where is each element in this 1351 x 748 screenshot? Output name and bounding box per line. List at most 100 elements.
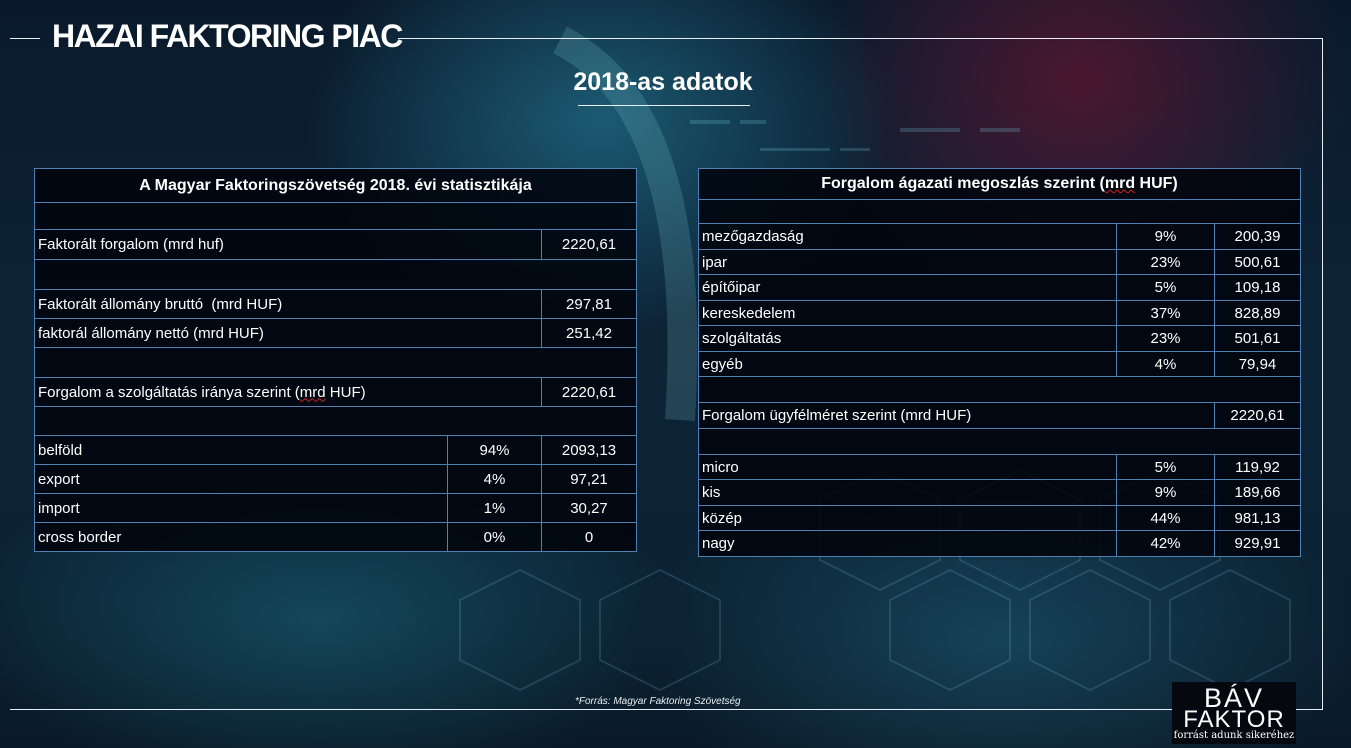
spacer-row bbox=[34, 406, 637, 436]
table-row: Faktorált forgalom (mrd huf) 2220,61 bbox=[34, 229, 637, 260]
row-value: 109,18 bbox=[1214, 274, 1301, 301]
table-row: egyéb 4% 79,94 bbox=[698, 351, 1301, 377]
row-value: 189,66 bbox=[1214, 479, 1301, 506]
row-percent: 42% bbox=[1116, 530, 1215, 557]
row-label: cross border bbox=[34, 522, 448, 552]
row-label: Forgalom ügyfélméret szerint (mrd HUF) bbox=[698, 402, 1215, 429]
table-row: micro 5% 119,92 bbox=[698, 454, 1301, 480]
row-label: szolgáltatás bbox=[698, 325, 1117, 352]
row-percent: 4% bbox=[447, 464, 542, 494]
row-label: nagy bbox=[698, 530, 1117, 557]
row-percent: 44% bbox=[1116, 505, 1215, 531]
row-value: 981,13 bbox=[1214, 505, 1301, 531]
table-row: kereskedelem 37% 828,89 bbox=[698, 300, 1301, 326]
table-row: import 1% 30,27 bbox=[34, 493, 637, 523]
table-row: faktorál állomány nettó (mrd HUF) 251,42 bbox=[34, 318, 637, 348]
faktoring-statistics-table: A Magyar Faktoringszövetség 2018. évi st… bbox=[34, 168, 637, 552]
row-value: 119,92 bbox=[1214, 454, 1301, 480]
page-title: HAZAI FAKTORING PIAC bbox=[52, 18, 403, 54]
source-note: *Forrás: Magyar Faktoring Szövetség bbox=[575, 696, 741, 707]
row-label: import bbox=[34, 493, 448, 523]
title-part: Forgalom ágazati megoszlás szerint ( bbox=[821, 175, 1105, 192]
row-percent: 4% bbox=[1116, 351, 1215, 377]
frame-bottom-right bbox=[1296, 709, 1323, 710]
row-value: 79,94 bbox=[1214, 351, 1301, 377]
sector-distribution-table: Forgalom ágazati megoszlás szerint (mrd … bbox=[698, 168, 1301, 557]
row-value: 501,61 bbox=[1214, 325, 1301, 352]
table-row: ipar 23% 500,61 bbox=[698, 249, 1301, 275]
spacer-row bbox=[698, 428, 1301, 455]
row-percent: 9% bbox=[1116, 479, 1215, 506]
row-percent: 94% bbox=[447, 435, 542, 465]
row-percent: 23% bbox=[1116, 325, 1215, 352]
spellcheck-word: mrd bbox=[299, 383, 326, 401]
row-value: 500,61 bbox=[1214, 249, 1301, 275]
table-row: közép 44% 981,13 bbox=[698, 505, 1301, 531]
page-subtitle: 2018-as adatok bbox=[573, 68, 753, 96]
row-percent: 5% bbox=[1116, 454, 1215, 480]
spellcheck-word: mrd bbox=[1104, 175, 1136, 192]
row-value: 251,42 bbox=[541, 318, 637, 348]
row-value: 2220,61 bbox=[1214, 402, 1301, 429]
label-part: HUF) bbox=[325, 383, 366, 401]
row-label: export bbox=[34, 464, 448, 494]
spacer-row bbox=[34, 202, 637, 230]
row-label: Forgalom a szolgáltatás iránya szerint (… bbox=[34, 377, 542, 407]
row-label: kereskedelem bbox=[698, 300, 1117, 326]
row-label: közép bbox=[698, 505, 1117, 531]
table-row: építőipar 5% 109,18 bbox=[698, 274, 1301, 301]
spacer-row bbox=[698, 376, 1301, 403]
row-percent: 5% bbox=[1116, 274, 1215, 301]
row-percent: 9% bbox=[1116, 223, 1215, 250]
table-row: Forgalom a szolgáltatás iránya szerint (… bbox=[34, 377, 637, 407]
row-value: 2220,61 bbox=[541, 229, 637, 260]
frame-top-right bbox=[398, 38, 1323, 39]
spacer-row bbox=[698, 199, 1301, 224]
logo-text-bottom: FAKTOR bbox=[1183, 706, 1285, 733]
row-value: 2220,61 bbox=[541, 377, 637, 407]
row-label: kis bbox=[698, 479, 1117, 506]
row-percent: 23% bbox=[1116, 249, 1215, 275]
logo-text-top: BÁV bbox=[1203, 683, 1265, 713]
row-label: mezőgazdaság bbox=[698, 223, 1117, 250]
frame-bottom bbox=[10, 709, 1172, 710]
row-label: micro bbox=[698, 454, 1117, 480]
table-row: Forgalom ügyfélméret szerint (mrd HUF) 2… bbox=[698, 402, 1301, 429]
table-title: Forgalom ágazati megoszlás szerint (mrd … bbox=[698, 168, 1301, 200]
table-title: A Magyar Faktoringszövetség 2018. évi st… bbox=[34, 168, 637, 203]
label-part: Forgalom a szolgáltatás iránya szerint ( bbox=[38, 383, 300, 401]
row-label: építőipar bbox=[698, 274, 1117, 301]
row-percent: 1% bbox=[447, 493, 542, 523]
row-value: 929,91 bbox=[1214, 530, 1301, 557]
row-value: 2093,13 bbox=[541, 435, 637, 465]
table-row: kis 9% 189,66 bbox=[698, 479, 1301, 506]
row-value: 30,27 bbox=[541, 493, 637, 523]
row-percent: 37% bbox=[1116, 300, 1215, 326]
logo-tagline: forrást adunk sikeréhez bbox=[1173, 730, 1295, 741]
spacer-row bbox=[34, 347, 637, 378]
row-label: egyéb bbox=[698, 351, 1117, 377]
row-label: Faktorált forgalom (mrd huf) bbox=[34, 229, 542, 260]
table-row: cross border 0% 0 bbox=[34, 522, 637, 552]
row-label: Faktorált állomány bruttó (mrd HUF) bbox=[34, 289, 542, 319]
row-percent: 0% bbox=[447, 522, 542, 552]
frame-top-left bbox=[10, 38, 40, 39]
table-row: szolgáltatás 23% 501,61 bbox=[698, 325, 1301, 352]
row-value: 200,39 bbox=[1214, 223, 1301, 250]
table-row: belföld 94% 2093,13 bbox=[34, 435, 637, 465]
title-part: HUF) bbox=[1135, 175, 1178, 192]
bav-faktor-logo: BÁV FAKTOR forrást adunk sikeréhez bbox=[1172, 682, 1296, 744]
table-row: Faktorált állomány bruttó (mrd HUF) 297,… bbox=[34, 289, 637, 319]
row-value: 97,21 bbox=[541, 464, 637, 494]
row-value: 828,89 bbox=[1214, 300, 1301, 326]
subtitle-underline bbox=[578, 105, 750, 106]
row-value: 0 bbox=[541, 522, 637, 552]
table-row: mezőgazdaság 9% 200,39 bbox=[698, 223, 1301, 250]
table-row: nagy 42% 929,91 bbox=[698, 530, 1301, 557]
row-label: faktorál állomány nettó (mrd HUF) bbox=[34, 318, 542, 348]
spacer-row bbox=[34, 259, 637, 290]
row-value: 297,81 bbox=[541, 289, 637, 319]
row-label: ipar bbox=[698, 249, 1117, 275]
frame-right bbox=[1322, 38, 1323, 710]
row-label: belföld bbox=[34, 435, 448, 465]
